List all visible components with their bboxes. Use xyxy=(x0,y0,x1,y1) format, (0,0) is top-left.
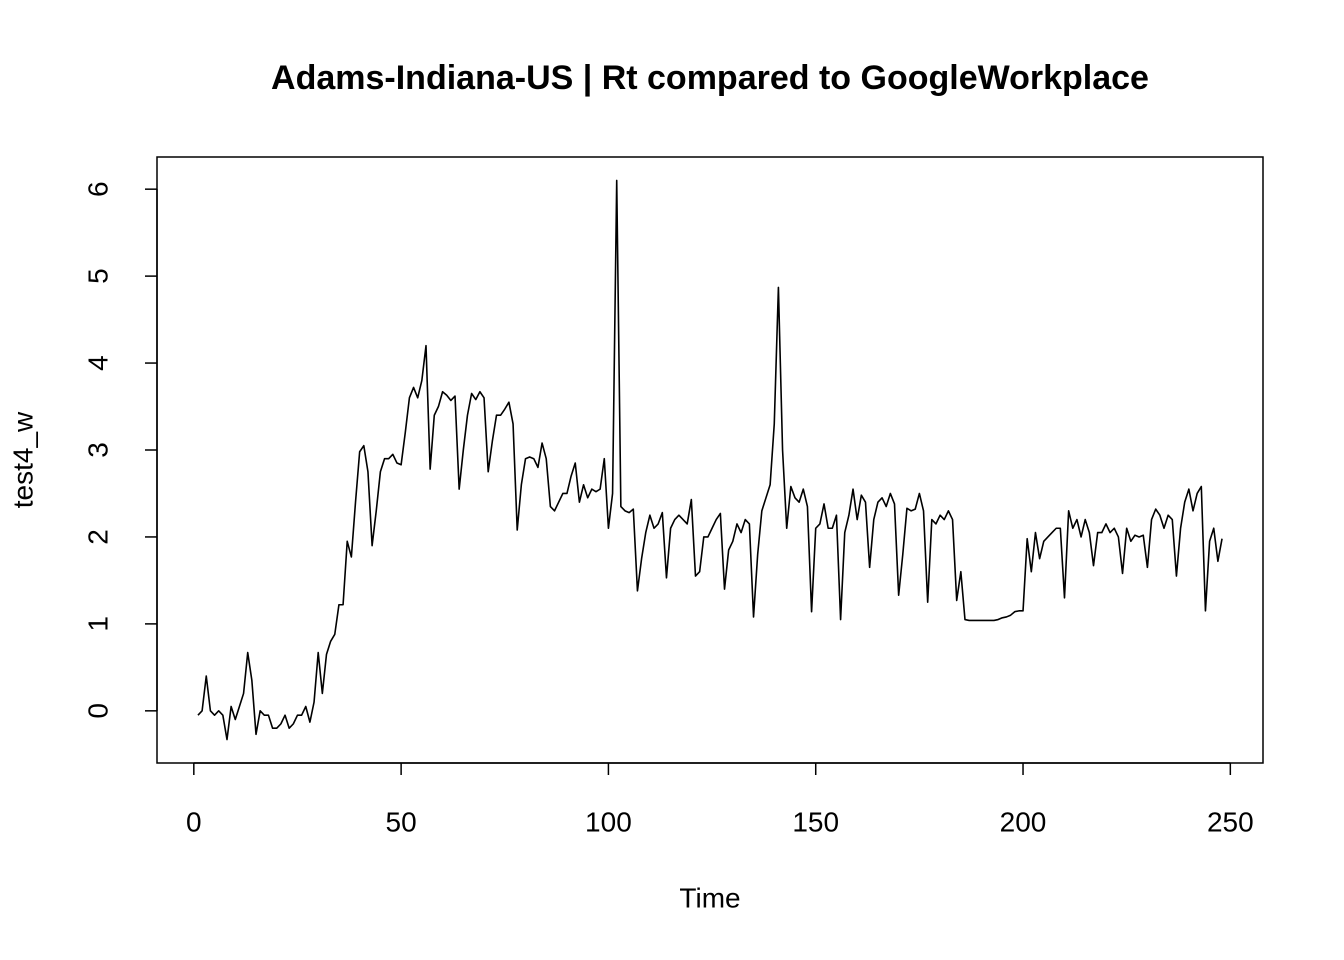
x-tick-label: 250 xyxy=(1207,806,1254,837)
x-axis-label: Time xyxy=(679,882,740,913)
y-tick-label: 3 xyxy=(82,442,113,458)
y-tick-label: 5 xyxy=(82,268,113,284)
x-tick-label: 0 xyxy=(186,806,202,837)
plot-box xyxy=(156,156,1264,764)
x-tick-label: 50 xyxy=(386,806,417,837)
y-tick-label: 4 xyxy=(82,355,113,371)
x-tick-label: 150 xyxy=(792,806,839,837)
y-tick-label: 2 xyxy=(82,529,113,545)
x-tick-label: 100 xyxy=(585,806,632,837)
y-tick-label: 6 xyxy=(82,181,113,197)
y-tick-label: 0 xyxy=(82,703,113,719)
y-tick-label: 1 xyxy=(82,616,113,632)
chart-title: Adams-Indiana-US | Rt compared to Google… xyxy=(271,59,1149,97)
data-line xyxy=(197,179,1223,741)
y-axis-label: test4_w xyxy=(7,411,38,508)
x-tick-label: 200 xyxy=(1000,806,1047,837)
